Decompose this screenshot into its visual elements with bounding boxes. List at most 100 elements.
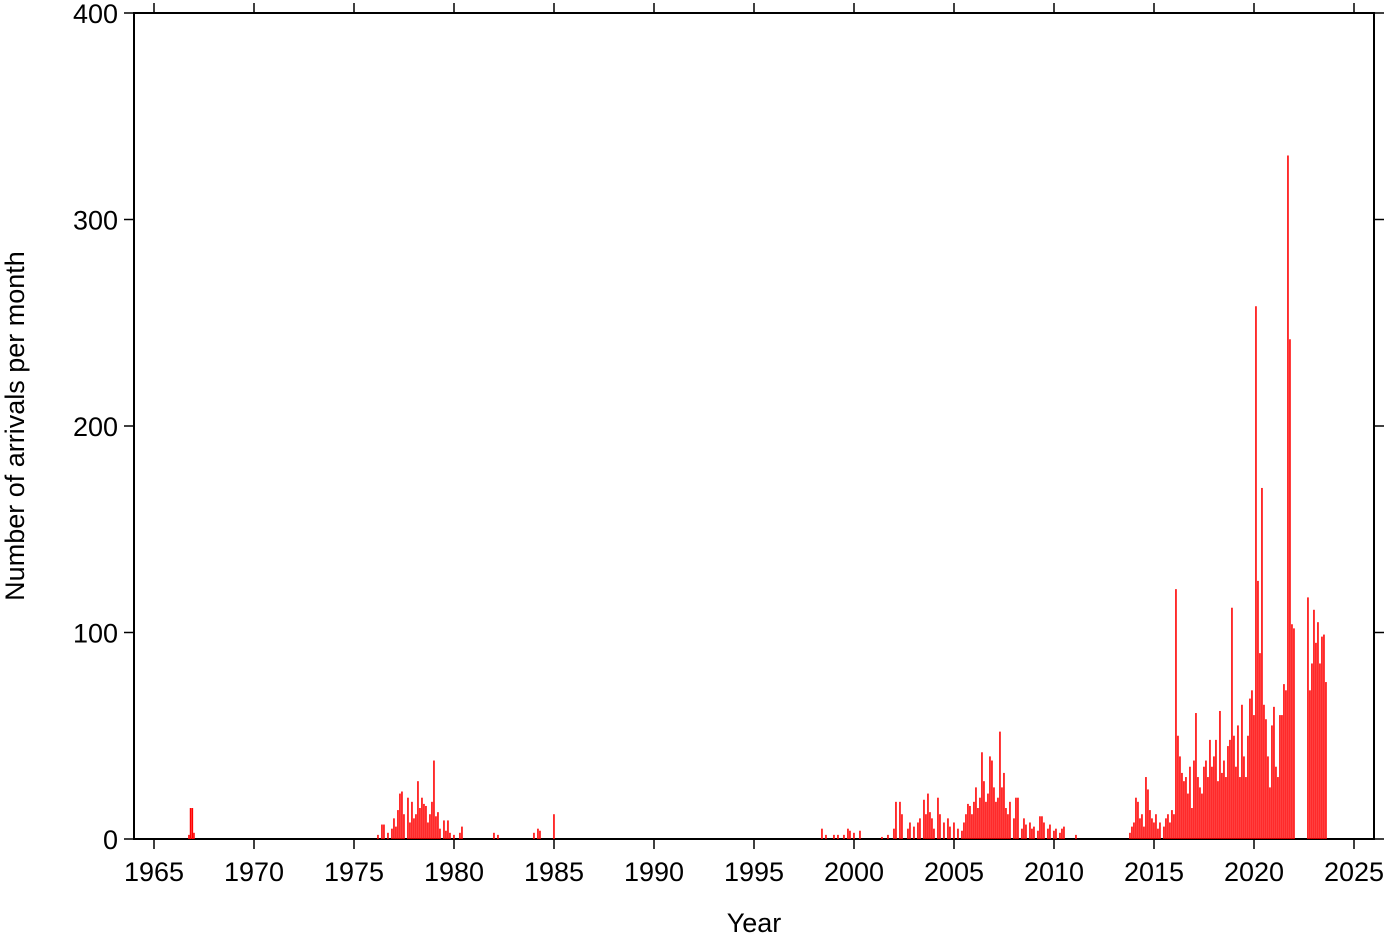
bar bbox=[1265, 719, 1267, 839]
bar bbox=[1025, 824, 1027, 839]
x-tick-label: 2015 bbox=[1124, 857, 1184, 887]
bar bbox=[1157, 828, 1159, 839]
bar bbox=[1235, 766, 1237, 839]
bar bbox=[991, 760, 993, 839]
bar bbox=[1173, 814, 1175, 839]
bar bbox=[1219, 710, 1221, 839]
bar bbox=[1269, 787, 1271, 839]
bar bbox=[949, 826, 951, 839]
x-tick-label: 1990 bbox=[624, 857, 684, 887]
bar bbox=[1167, 814, 1169, 839]
bar bbox=[423, 803, 425, 839]
bar bbox=[1031, 828, 1033, 839]
bar bbox=[953, 822, 955, 839]
x-tick-label: 1985 bbox=[524, 857, 584, 887]
bar bbox=[401, 791, 403, 839]
bar bbox=[909, 822, 911, 839]
bar bbox=[837, 834, 839, 839]
bar bbox=[188, 834, 190, 839]
bar bbox=[381, 824, 383, 839]
bar bbox=[995, 801, 997, 839]
bar bbox=[859, 830, 861, 839]
bar bbox=[493, 832, 495, 839]
bar bbox=[1203, 766, 1205, 839]
bar bbox=[927, 793, 929, 839]
bar bbox=[1221, 772, 1223, 839]
bar bbox=[1309, 690, 1311, 839]
bar bbox=[1217, 781, 1219, 839]
bar bbox=[895, 801, 897, 839]
bar bbox=[847, 828, 849, 839]
y-tick-label: 0 bbox=[103, 825, 118, 855]
bar bbox=[431, 801, 433, 839]
bar bbox=[1015, 797, 1017, 839]
bar bbox=[849, 830, 851, 839]
bar bbox=[383, 824, 385, 839]
bar bbox=[1243, 756, 1245, 839]
bar bbox=[1271, 725, 1273, 839]
bar bbox=[1139, 818, 1141, 839]
bar bbox=[411, 801, 413, 839]
bar bbox=[1163, 826, 1165, 839]
bar bbox=[537, 828, 539, 839]
bar bbox=[461, 826, 463, 839]
bar bbox=[1251, 690, 1253, 839]
bar bbox=[979, 797, 981, 839]
bar bbox=[1205, 760, 1207, 839]
bar bbox=[893, 828, 895, 839]
x-tick-label: 2010 bbox=[1024, 857, 1084, 887]
bar bbox=[1215, 739, 1217, 839]
bar bbox=[987, 793, 989, 839]
bar bbox=[1245, 777, 1247, 839]
bar bbox=[1237, 725, 1239, 839]
bar bbox=[1141, 814, 1143, 839]
bar bbox=[1129, 832, 1131, 839]
bar bbox=[939, 814, 941, 839]
bar bbox=[1193, 760, 1195, 839]
bar bbox=[1313, 609, 1315, 839]
bar bbox=[997, 797, 999, 839]
bar bbox=[421, 797, 423, 839]
bar bbox=[553, 814, 555, 839]
bar bbox=[943, 822, 945, 839]
bar bbox=[193, 832, 195, 839]
bar bbox=[1315, 642, 1317, 839]
bar bbox=[413, 818, 415, 839]
bar bbox=[387, 832, 389, 839]
bar bbox=[1233, 735, 1235, 839]
bar bbox=[931, 818, 933, 839]
y-tick-label: 100 bbox=[73, 619, 118, 649]
bar bbox=[415, 814, 417, 839]
bar bbox=[923, 799, 925, 839]
bar bbox=[1149, 810, 1151, 839]
bar bbox=[1033, 826, 1035, 839]
x-tick-label: 1980 bbox=[424, 857, 484, 887]
bar bbox=[1223, 760, 1225, 839]
bar bbox=[947, 818, 949, 839]
bar bbox=[1317, 622, 1319, 839]
bar bbox=[1059, 832, 1061, 839]
bar bbox=[907, 828, 909, 839]
bar bbox=[1049, 824, 1051, 839]
bar bbox=[453, 834, 455, 839]
y-tick-label: 300 bbox=[73, 206, 118, 236]
x-tick-label: 2020 bbox=[1224, 857, 1284, 887]
bar bbox=[1075, 834, 1077, 839]
bar bbox=[497, 834, 499, 839]
bar bbox=[1039, 816, 1041, 839]
bar bbox=[1279, 715, 1281, 839]
bar bbox=[933, 828, 935, 839]
bar bbox=[1021, 828, 1023, 839]
bar bbox=[1239, 777, 1241, 839]
bar bbox=[1159, 822, 1161, 839]
x-tick-label: 1965 bbox=[124, 857, 184, 887]
bar bbox=[1209, 739, 1211, 839]
bar bbox=[439, 828, 441, 839]
bar bbox=[427, 822, 429, 839]
bar bbox=[985, 801, 987, 839]
bar bbox=[1177, 735, 1179, 839]
bar bbox=[825, 834, 827, 839]
bar bbox=[1273, 706, 1275, 839]
bar bbox=[445, 830, 447, 839]
